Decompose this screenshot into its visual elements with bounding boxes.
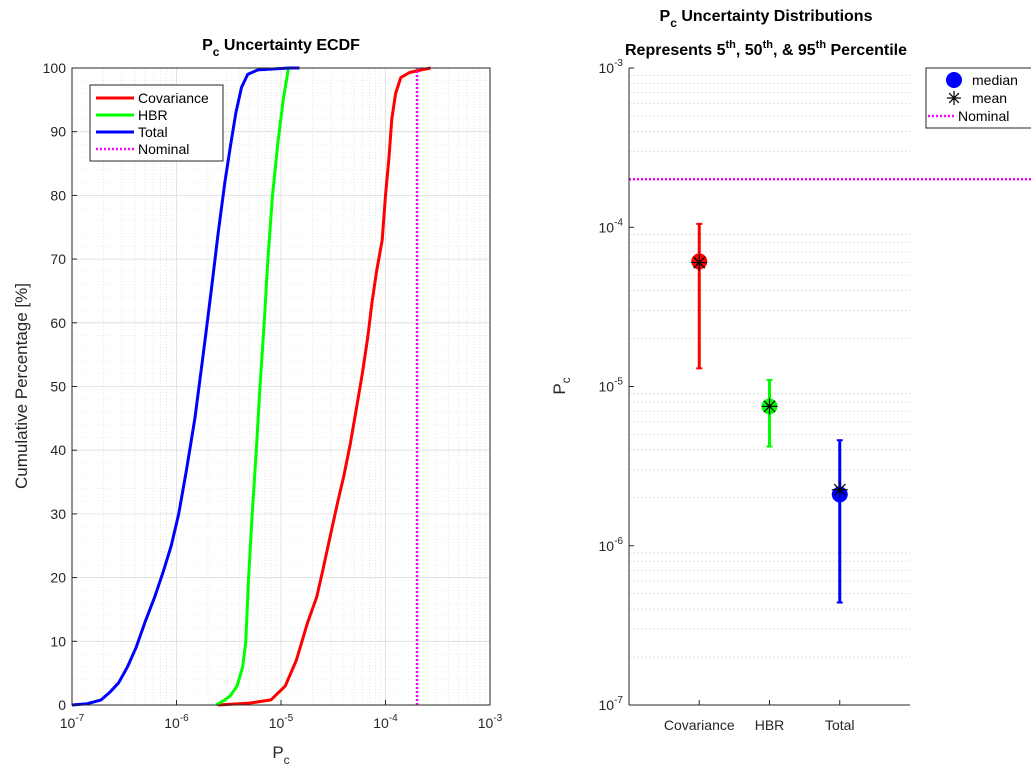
- dist-mean-marker: [691, 254, 708, 271]
- dist-legend-box: [925, 67, 1031, 129]
- dist-legend-label: mean: [972, 90, 1007, 106]
- ecdf-y-tick-label: 20: [50, 570, 66, 586]
- dist-legend-label: median: [972, 72, 1018, 88]
- dist-legend: median mean Nominal: [925, 67, 1031, 129]
- ecdf-y-tick-label: 90: [50, 124, 66, 140]
- dist-marks: [629, 178, 1031, 604]
- dist-mean-marker: [761, 398, 778, 415]
- dist-x-tick-label: Total: [825, 717, 855, 733]
- dist-ticks: Covariance HBR Total 10-7 10-6 10-5 10-4 10-3: [599, 58, 855, 733]
- ecdf-y-tick-label: 80: [50, 187, 66, 203]
- ecdf-xlabel: Pc: [272, 743, 289, 767]
- ecdf-y-tick-label: 100: [43, 60, 67, 76]
- dist-mean-marker: [831, 481, 848, 498]
- ecdf-legend-label: Nominal: [138, 141, 189, 157]
- distribution-chart: Covariance HBR Total 10-7 10-6 10-5 10-4 10-3 P…: [550, 8, 1031, 733]
- ecdf-legend-label: Total: [138, 124, 168, 140]
- dist-y-tick-label: 10-4: [599, 217, 624, 235]
- ecdf-series: [71, 66, 431, 707]
- dist-subtitle: Represents 5th​, 50th​, & 95th​ Percenti…: [625, 39, 907, 59]
- ecdf-y-tick-label: 30: [50, 506, 66, 522]
- ecdf-x-tick-label: 10-6: [164, 713, 189, 731]
- ecdf-title: Pc Uncertainty ECDF: [202, 37, 360, 59]
- ecdf-y-tick-label: 10: [50, 633, 66, 649]
- ecdf-series-hbr: [215, 67, 290, 707]
- dist-legend-mean-swatch: [947, 91, 961, 105]
- ecdf-y-tick-label: 50: [50, 379, 66, 395]
- dist-y-tick-label: 10-7: [599, 695, 624, 713]
- dist-legend-median-swatch: [946, 72, 962, 88]
- ecdf-legend-label: HBR: [138, 107, 168, 123]
- ecdf-ylabel: Cumulative Percentage [%]: [12, 283, 31, 489]
- ecdf-x-tick-label: 10-3: [478, 713, 503, 731]
- ecdf-ticks: 10-7 10-6 10-5 10-4 10-3 0 10 20 30 40 50 60 70 80 90 1…: [43, 60, 503, 731]
- ecdf-x-tick-label: 10-4: [373, 713, 398, 731]
- ecdf-series-total: [71, 66, 300, 707]
- ecdf-x-tick-label: 10-5: [269, 713, 294, 731]
- ecdf-y-tick-label: 0: [58, 697, 66, 713]
- dist-legend-label: Nominal: [958, 108, 1009, 124]
- ecdf-series-covariance: [218, 66, 431, 707]
- dist-x-tick-label: HBR: [755, 717, 785, 733]
- ecdf-legend-label: Covariance: [138, 90, 209, 106]
- dist-ylabel: Pc: [550, 377, 573, 394]
- dist-y-tick-label: 10-3: [599, 58, 624, 76]
- ecdf-chart: 10-7 10-6 10-5 10-4 10-3 0 10 20 30 40 50 60 70 80 90 1…: [12, 37, 503, 767]
- dist-y-tick-label: 10-5: [599, 377, 624, 395]
- ecdf-y-tick-label: 40: [50, 442, 66, 458]
- dist-x-tick-label: Covariance: [664, 717, 735, 733]
- ecdf-y-tick-label: 60: [50, 315, 66, 331]
- dist-y-tick-label: 10-6: [599, 536, 624, 554]
- ecdf-y-tick-label: 70: [50, 251, 66, 267]
- dist-title: Pc Uncertainty Distributions: [660, 8, 873, 30]
- ecdf-x-tick-label: 10-7: [60, 713, 85, 731]
